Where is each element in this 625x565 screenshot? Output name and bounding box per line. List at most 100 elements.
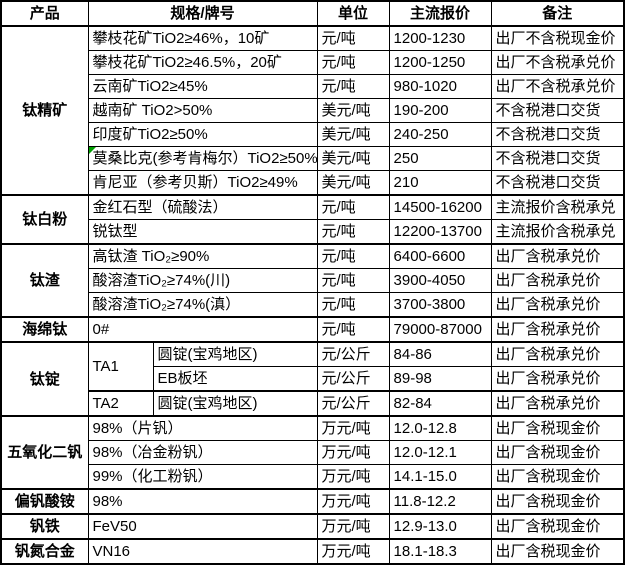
spec-cell: 肯尼亚（参考贝斯）TiO2≥49% — [87, 170, 318, 196]
spec-cell: 98%（冶金粉钒） — [87, 440, 318, 465]
unit-cell: 美元/吨 — [316, 122, 390, 147]
product-cell: 五氧化二钒 — [0, 415, 89, 490]
spec-cell: VN16 — [87, 538, 318, 565]
unit-cell: 万元/吨 — [316, 415, 390, 441]
product-cell: 钛锭 — [0, 341, 89, 417]
price-cell: 89-98 — [388, 366, 492, 392]
price-cell: 12200-13700 — [388, 219, 492, 245]
price-cell: 1200-1250 — [388, 50, 492, 75]
table-row: 酸溶渣TiO₂≥74%(滇） 元/吨 3700-3800 出厂含税承兑价 — [1, 292, 625, 318]
product-cell: 钛精矿 — [0, 25, 89, 196]
price-cell: 84-86 — [388, 341, 492, 367]
note-cell: 不含税港口交货 — [490, 170, 625, 196]
note-cell: 出厂含税承兑价 — [490, 390, 625, 417]
note-cell: 出厂含税承兑价 — [490, 366, 625, 392]
table-row: 钛白粉 金红石型（硫酸法） 元/吨 14500-16200 主流报价含税承兑 — [0, 194, 625, 245]
spec-cell: 酸溶渣TiO₂≥74%(川) — [87, 268, 318, 293]
spec-text: 莫桑比克(参考肯梅尔）TiO2≥50% — [92, 150, 318, 167]
unit-cell: 元/公斤 — [316, 390, 390, 417]
price-cell: 980-1020 — [388, 74, 492, 99]
product-cell: 海绵钛 — [0, 316, 89, 343]
table-row: 五氧化二钒 98%（片钒） 万元/吨 12.0-12.8 出厂含税现金价 — [0, 415, 625, 490]
unit-cell: 元/公斤 — [316, 341, 390, 367]
note-cell: 主流报价含税承兑 — [490, 194, 625, 220]
note-cell: 出厂含税现金价 — [490, 440, 625, 465]
unit-cell: 万元/吨 — [316, 464, 390, 490]
price-cell: 210 — [388, 170, 492, 196]
unit-cell: 美元/吨 — [316, 146, 390, 171]
unit-cell: 万元/吨 — [316, 488, 390, 515]
table-row: 99%（化工粉钒） 万元/吨 14.1-15.0 出厂含税现金价 — [1, 464, 625, 490]
table-row: 肯尼亚（参考贝斯）TiO2≥49% 美元/吨 210 不含税港口交货 — [1, 170, 625, 196]
note-cell: 出厂含税承兑价 — [490, 243, 625, 269]
price-cell: 79000-87000 — [388, 316, 492, 343]
price-cell: 3900-4050 — [388, 268, 492, 293]
table-row: 云南矿TiO2≥45% 元/吨 980-1020 出厂不含税承兑价 — [1, 74, 625, 99]
product-cell: 钛白粉 — [0, 194, 89, 245]
spec-cell: 攀枝花矿TiO2≥46%，10矿 — [87, 25, 318, 51]
product-cell: 偏钒酸铵 — [0, 488, 89, 515]
table-row: 酸溶渣TiO₂≥74%(川) 元/吨 3900-4050 出厂含税承兑价 — [1, 268, 625, 293]
price-cell: 14500-16200 — [388, 194, 492, 220]
price-cell: 82-84 — [388, 390, 492, 417]
unit-cell: 元/吨 — [316, 243, 390, 269]
unit-cell: 元/吨 — [316, 292, 390, 318]
spec-cell: 0# — [87, 316, 318, 343]
unit-cell: 元/吨 — [316, 25, 390, 51]
spec-cell: 98% — [87, 488, 318, 515]
note-cell: 出厂含税承兑价 — [490, 316, 625, 343]
unit-cell: 美元/吨 — [316, 170, 390, 196]
unit-cell: 元/公斤 — [316, 366, 390, 392]
table-row: 98%（冶金粉钒） 万元/吨 12.0-12.1 出厂含税现金价 — [1, 440, 625, 465]
col-header-price: 主流报价 — [388, 0, 492, 27]
price-cell: 6400-6600 — [388, 243, 492, 269]
col-header-spec: 规格/牌号 — [87, 0, 318, 27]
price-cell: 190-200 — [388, 98, 492, 123]
note-cell: 出厂含税承兑价 — [490, 341, 625, 367]
table-row: 偏钒酸铵 98% 万元/吨 11.8-12.2 出厂含税现金价 — [0, 488, 625, 515]
spec-cell: 云南矿TiO2≥45% — [87, 74, 318, 99]
spec-cell: 莫桑比克(参考肯梅尔）TiO2≥50% — [87, 146, 318, 171]
col-header-product: 产品 — [0, 0, 89, 27]
note-cell: 不含税港口交货 — [490, 146, 625, 171]
spec-cell: FeV50 — [87, 513, 318, 540]
spec-cell: 圆锭(宝鸡地区) — [152, 341, 318, 367]
note-cell: 出厂含税现金价 — [490, 488, 625, 515]
product-cell: 钒铁 — [0, 513, 89, 540]
table-row: 钛渣 高钛渣 TiO₂≥90% 元/吨 6400-6600 出厂含税承兑价 — [0, 243, 625, 318]
spec-cell: EB板坯 — [152, 366, 318, 392]
price-cell: 18.1-18.3 — [388, 538, 492, 565]
table-row: 海绵钛 0# 元/吨 79000-87000 出厂含税承兑价 — [0, 316, 625, 343]
table-row: 钒铁 FeV50 万元/吨 12.9-13.0 出厂含税现金价 — [0, 513, 625, 540]
table-row: 钛精矿 攀枝花矿TiO2≥46%，10矿 元/吨 1200-1230 出厂不含税… — [0, 25, 625, 196]
unit-cell: 元/吨 — [316, 194, 390, 220]
table-row: 锐钛型 元/吨 12200-13700 主流报价含税承兑 — [1, 219, 625, 245]
table-row: 越南矿 TiO2>50% 美元/吨 190-200 不含税港口交货 — [1, 98, 625, 123]
table-row: EB板坯 元/公斤 89-98 出厂含税承兑价 — [1, 366, 625, 392]
table-row: TA2 圆锭(宝鸡地区) 元/公斤 82-84 出厂含税承兑价 — [1, 390, 625, 417]
unit-cell: 万元/吨 — [316, 513, 390, 540]
price-cell: 250 — [388, 146, 492, 171]
spec-cell: 99%（化工粉钒） — [87, 464, 318, 490]
col-header-note: 备注 — [490, 0, 625, 27]
note-cell: 出厂含税现金价 — [490, 513, 625, 540]
note-cell: 出厂含税现金价 — [490, 538, 625, 565]
spec-cell: 攀枝花矿TiO2≥46.5%，20矿 — [87, 50, 318, 75]
spec-cell: 酸溶渣TiO₂≥74%(滇） — [87, 292, 318, 318]
price-cell: 11.8-12.2 — [388, 488, 492, 515]
unit-cell: 元/吨 — [316, 316, 390, 343]
price-cell: 12.0-12.8 — [388, 415, 492, 441]
product-cell: 钛渣 — [0, 243, 89, 318]
price-cell: 14.1-15.0 — [388, 464, 492, 490]
header-row: 产品 规格/牌号 单位 主流报价 备注 — [0, 0, 625, 27]
note-cell: 不含税港口交货 — [490, 98, 625, 123]
price-cell: 3700-3800 — [388, 292, 492, 318]
note-cell: 出厂含税承兑价 — [490, 268, 625, 293]
note-cell: 出厂不含税现金价 — [490, 25, 625, 51]
unit-cell: 元/吨 — [316, 50, 390, 75]
note-cell: 不含税港口交货 — [490, 122, 625, 147]
spec-cell: 越南矿 TiO2>50% — [87, 98, 318, 123]
unit-cell: 元/吨 — [316, 219, 390, 245]
note-cell: 出厂含税现金价 — [490, 464, 625, 490]
